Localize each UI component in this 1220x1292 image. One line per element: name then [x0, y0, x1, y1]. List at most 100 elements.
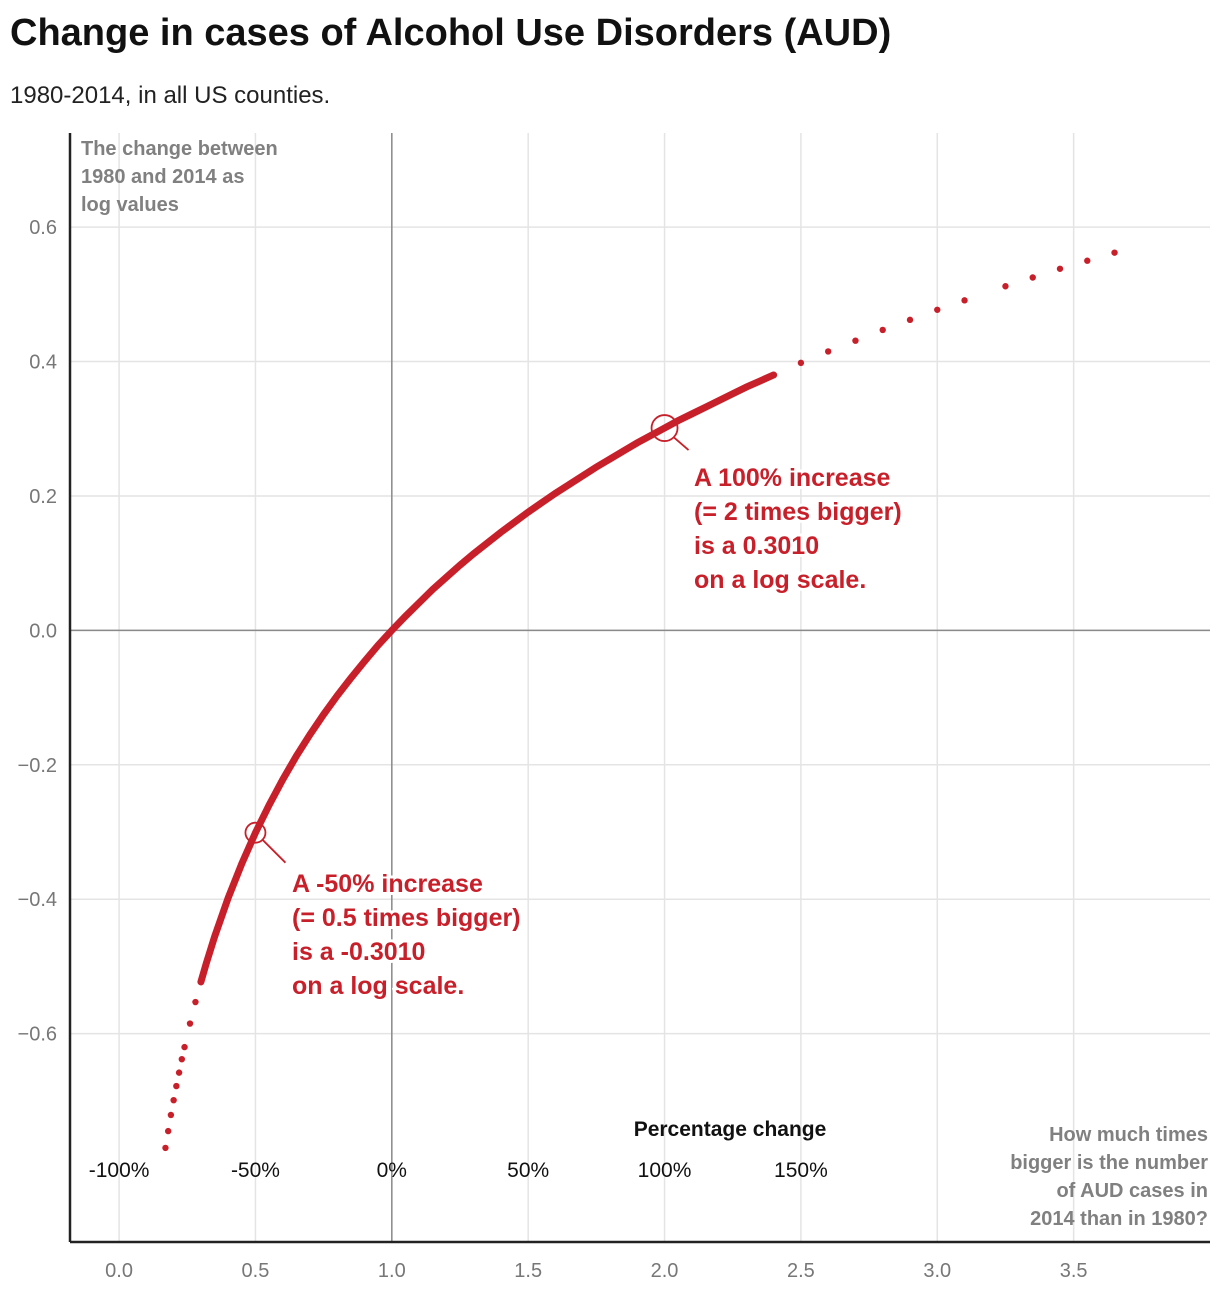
data-point	[1111, 249, 1118, 256]
data-point	[879, 326, 886, 334]
data-point	[729, 390, 736, 397]
data-point	[634, 439, 641, 447]
data-point	[175, 1069, 183, 1076]
data-point	[1002, 283, 1009, 290]
percentage-tick-label: 150%	[774, 1159, 828, 1182]
data-point	[197, 978, 205, 986]
y-tick-label: −0.4	[18, 889, 57, 911]
data-point	[688, 410, 696, 418]
data-point	[579, 472, 586, 479]
percentage-tick-label: -100%	[89, 1159, 150, 1182]
data-point	[388, 627, 396, 634]
data-point	[374, 641, 382, 649]
y-tick-label: 0.2	[29, 486, 57, 508]
x-tick-label: 1.0	[378, 1260, 406, 1282]
data-point	[606, 455, 614, 463]
data-point	[306, 731, 314, 738]
y-tick-label: 0.4	[29, 352, 57, 374]
data-point	[702, 404, 709, 411]
data-point	[164, 1127, 172, 1135]
y-axis-title: The change between	[81, 138, 278, 160]
annotation-leader-line	[673, 436, 690, 451]
y-tick-label: 0.0	[29, 620, 57, 642]
data-point	[511, 518, 518, 526]
data-point	[443, 574, 450, 581]
chart-subtitle: 1980-2014, in all US counties.	[10, 82, 331, 109]
x-axis-title: How much times	[1049, 1124, 1208, 1146]
data-point	[1056, 265, 1064, 272]
data-point	[162, 1144, 169, 1152]
data-point	[211, 933, 218, 941]
x-tick-label: 3.0	[923, 1260, 951, 1282]
data-point	[279, 776, 286, 783]
x-tick-label: 0.0	[105, 1260, 133, 1282]
annotation-text: (= 0.5 times bigger)	[292, 904, 521, 932]
y-tick-label: −0.6	[18, 1024, 57, 1046]
annotation-circle	[650, 414, 679, 442]
data-point	[593, 463, 600, 471]
annotation-text: A 100% increase	[694, 464, 891, 492]
x-axis-title: bigger is the number	[1010, 1152, 1208, 1174]
data-point	[170, 1096, 177, 1104]
data-point	[252, 829, 259, 836]
data-point	[334, 692, 341, 699]
data-point	[402, 613, 409, 620]
data-point	[524, 508, 532, 516]
data-point	[178, 1055, 186, 1063]
data-point	[961, 297, 968, 304]
chart-title: Change in cases of Alcohol Use Disorders…	[10, 12, 892, 54]
data-point	[1029, 274, 1036, 281]
data-point	[756, 377, 764, 385]
data-point	[238, 860, 246, 867]
data-point	[173, 1082, 180, 1090]
data-point	[770, 371, 777, 379]
data-point	[852, 337, 859, 344]
data-point	[620, 447, 627, 455]
data-point	[181, 1043, 188, 1051]
percentage-tick-label: 50%	[507, 1159, 549, 1182]
y-axis-title: log values	[81, 194, 179, 216]
data-point	[934, 306, 941, 313]
x-tick-label: 1.5	[514, 1260, 542, 1282]
annotation-text: on a log scale.	[292, 972, 464, 1000]
data-point	[661, 424, 668, 432]
data-point	[497, 529, 505, 536]
data-point	[906, 316, 914, 324]
annotation-text: on a log scale.	[694, 566, 866, 594]
data-point	[538, 499, 546, 506]
data-point	[347, 674, 355, 682]
data-point	[429, 586, 436, 593]
percentage-tick-label: 100%	[638, 1159, 692, 1182]
annotation-leader-line	[261, 839, 287, 864]
annotation-circle	[244, 821, 267, 844]
dense-point-band	[197, 371, 778, 986]
data-point	[470, 550, 477, 557]
data-point	[186, 1020, 194, 1027]
annotation-text: (= 2 times bigger)	[694, 498, 902, 526]
x-tick-label: 2.5	[787, 1260, 815, 1282]
data-point	[192, 998, 199, 1006]
annotation-text: is a 0.3010	[694, 532, 819, 560]
x-axis-title: of AUD cases in	[1056, 1180, 1208, 1202]
annotation-text: is a -0.3010	[292, 938, 425, 966]
data-point	[1084, 257, 1091, 264]
data-point	[484, 539, 491, 547]
y-tick-label: −0.2	[18, 755, 57, 777]
data-point	[565, 481, 573, 488]
percentage-tick-label: -50%	[231, 1159, 280, 1182]
secondary-axis-title: Percentage change	[634, 1118, 827, 1141]
data-point	[415, 599, 423, 607]
x-tick-label: 2.0	[651, 1260, 679, 1282]
data-point	[167, 1111, 175, 1119]
x-axis-title: 2014 than in 1980?	[1030, 1208, 1208, 1230]
y-tick-label: 0.6	[29, 217, 57, 239]
data-point	[797, 359, 805, 367]
data-point	[293, 752, 300, 760]
data-point	[224, 894, 232, 902]
percentage-tick-label: 0%	[377, 1159, 407, 1182]
data-point	[203, 959, 210, 967]
data-point	[361, 658, 368, 665]
y-axis-title: 1980 and 2014 as	[81, 166, 244, 188]
data-point	[715, 397, 723, 404]
